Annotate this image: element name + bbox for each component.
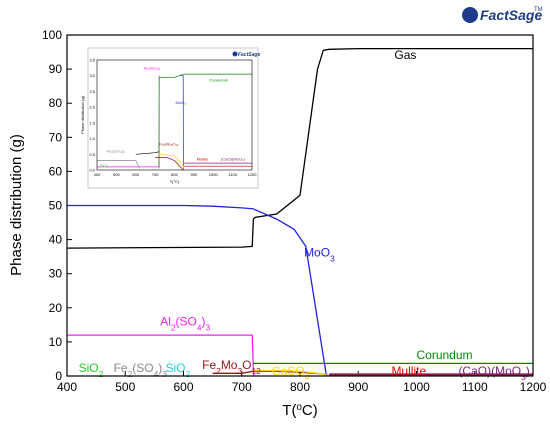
inset-series-line [135,151,159,155]
plot-frame [66,34,534,377]
inset-x-tick-label: 700 [152,172,159,177]
inset-label: MoO₃ [175,100,186,105]
inset-y-tick-label: 1.0 [89,136,95,141]
x-tick-label: 600 [173,380,193,394]
inset-series-line [155,157,184,171]
inset-series-line [158,153,185,171]
y-tick-label: 100 [42,28,62,42]
inset-label: Fe₂Mo₃O₁₂ [159,141,179,146]
label-gas: Gas [394,48,416,62]
y-tick-label: 0 [55,369,62,383]
inset-y-tick-label: 3.5 [89,58,95,63]
y-tick-label: 20 [49,301,63,315]
inset-y-axis-title: Phase distribution (g) [80,95,85,133]
x-axis-title: T(oC) [282,402,317,420]
x-tick-label: 500 [115,380,135,394]
inset-label: Al₂(SO₄)₃ [144,65,161,70]
inset-logo-emblem [232,51,238,57]
inset-y-tick-label: 1.5 [89,120,95,125]
inset-frame [96,59,253,171]
inset-y-tick-label: 3.0 [89,73,95,78]
inset-x-tick-label: 500 [113,172,120,177]
series-line-moo3 [67,204,330,377]
label-camoo: (CaO)(MoO3) [458,364,529,382]
inset-label: SiO₂ [100,163,109,168]
inset-series-line [180,75,184,171]
y-tick-label: 60 [49,164,63,178]
factsage-logo-text: FactSage [480,7,542,23]
series-line-gas [66,47,533,249]
factsage-logo-tm: TM [534,7,543,13]
inset-x-tick-label: 800 [171,172,178,177]
y-tick-label: 50 [49,199,63,213]
inset-x-axis-title: T(°C) [170,179,180,184]
y-tick-label: 70 [49,130,63,144]
x-tick-label: 700 [232,380,252,394]
y-tick-label: 40 [49,233,63,247]
x-tick-label: 900 [348,380,368,394]
y-axis-title: Phase distribution (g) [8,134,25,276]
x-tick-label: 1000 [403,380,430,394]
label-sio2: SiO2 [79,361,104,379]
series-lines [66,47,533,377]
y-tick-label: 80 [49,96,63,110]
inset-y-tick-label: 0.0 [89,168,95,173]
y-tick-label: 30 [49,267,63,281]
inset-label: Fe₂(SO₄)₃ [107,149,125,154]
inset-logo-text: FactSage [238,52,260,58]
inset-series-line [97,160,140,169]
label-fe2mo3o12: Fe2Mo3O12 [202,358,261,376]
inset-y-tick-label: 2.5 [89,89,95,94]
y-tick-label: 10 [49,335,63,349]
x-tick-label: 1200 [520,380,547,394]
inset-label: Mullite [197,157,209,162]
inset-label: (CaO)(MoO₃) [221,157,246,162]
label-al2so43: Al2(SO4)3 [160,315,210,333]
inset-x-tick-label: 600 [132,172,139,177]
series-line-caso4 [253,369,330,377]
x-tick-label: 1100 [462,380,488,394]
x-tick-label: 800 [290,380,310,394]
inset-x-tick-label: 400 [94,172,101,177]
inset-y-tick-label: 0.5 [89,152,95,157]
y-tick-label: 90 [49,62,63,76]
inset-y-tick-label: 2.0 [89,105,95,110]
label-fe2so43: Fe2(SO4)3 [114,361,168,379]
inset-x-tick-label: 1100 [228,172,237,177]
inset-x-tick-label: 1200 [248,172,258,177]
inset-label: Corundum [209,77,228,82]
factsage-logo-emblem [462,7,478,23]
x-tick-label: 400 [57,380,77,394]
axis-ticks: 400 500 600 700 800 900 1000 1100 1200 0 10 20 30 40 5… [42,28,547,394]
inset-chart: FactSage 400 500 600 700 800 900 1000 1100 1200 0.… [80,47,260,189]
label-moo3: MoO3 [304,246,335,264]
inset-series-line [158,73,252,169]
label-sio3: SiO2 [165,361,190,379]
label-mullite: Mullite [391,364,426,378]
factsage-logo: FactSage TM [462,7,543,23]
inset-background [87,47,259,189]
label-corundum: Corundum [417,348,473,362]
label-caso4: CaSO4 [272,364,310,382]
inset-x-tick-label: 1000 [209,172,219,177]
inset-x-tick-label: 900 [191,172,198,177]
